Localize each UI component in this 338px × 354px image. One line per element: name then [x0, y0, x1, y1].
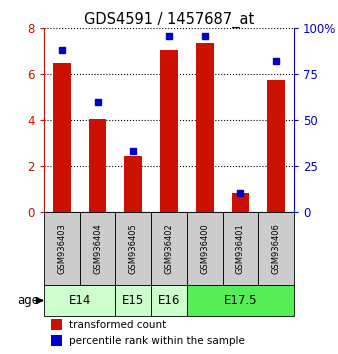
Text: GSM936400: GSM936400 [200, 223, 209, 274]
Text: GSM936405: GSM936405 [129, 223, 138, 274]
Bar [89, 119, 106, 212]
FancyBboxPatch shape [44, 285, 115, 316]
Text: percentile rank within the sample: percentile rank within the sample [69, 336, 245, 346]
FancyBboxPatch shape [151, 285, 187, 316]
FancyBboxPatch shape [115, 285, 151, 316]
Bar [51, 319, 62, 330]
FancyBboxPatch shape [187, 212, 223, 285]
Text: GSM936404: GSM936404 [93, 223, 102, 274]
Text: GSM936402: GSM936402 [165, 223, 173, 274]
FancyBboxPatch shape [223, 212, 258, 285]
FancyBboxPatch shape [80, 212, 115, 285]
Text: E14: E14 [69, 294, 91, 307]
Bar [124, 156, 142, 212]
Text: GSM936403: GSM936403 [57, 223, 66, 274]
FancyBboxPatch shape [187, 285, 294, 316]
Text: GSM936401: GSM936401 [236, 223, 245, 274]
FancyBboxPatch shape [151, 212, 187, 285]
Text: transformed count: transformed count [69, 320, 166, 330]
Bar [53, 63, 71, 212]
Text: E15: E15 [122, 294, 144, 307]
Text: E16: E16 [158, 294, 180, 307]
FancyBboxPatch shape [115, 212, 151, 285]
FancyBboxPatch shape [258, 212, 294, 285]
Text: GSM936406: GSM936406 [272, 223, 281, 274]
Text: age: age [18, 294, 40, 307]
Bar [267, 80, 285, 212]
Text: E17.5: E17.5 [224, 294, 257, 307]
FancyBboxPatch shape [44, 212, 80, 285]
Bar [160, 50, 178, 212]
Bar [232, 194, 249, 212]
Bar [51, 335, 62, 346]
Title: GDS4591 / 1457687_at: GDS4591 / 1457687_at [84, 12, 254, 28]
Bar [196, 43, 214, 212]
